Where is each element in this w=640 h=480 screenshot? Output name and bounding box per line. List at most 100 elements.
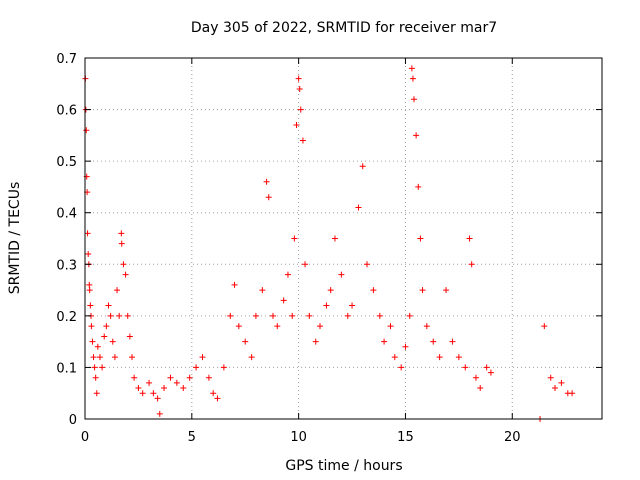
data-point — [210, 390, 217, 397]
data-point — [391, 354, 398, 361]
data-point — [274, 323, 281, 330]
axis-ticks: 0 0.1 0.2 0.3 0.4 0.5 0.6 0.7 0 5 10 15 20 — [56, 52, 602, 445]
data-point — [103, 323, 110, 330]
data-point — [306, 312, 313, 319]
data-point — [415, 183, 422, 190]
x-axis-label: GPS time / hours — [285, 458, 402, 474]
data-point — [317, 323, 323, 330]
data-point — [99, 364, 106, 371]
data-point — [248, 354, 255, 361]
data-point — [111, 354, 118, 361]
data-point — [462, 364, 469, 371]
data-point — [93, 390, 100, 397]
data-point — [483, 364, 490, 371]
data-point — [89, 338, 96, 345]
data-point — [293, 122, 300, 129]
data-point — [296, 85, 303, 92]
data-point — [186, 374, 193, 381]
data-point — [124, 312, 131, 319]
x-tick-label: 20 — [504, 430, 521, 445]
data-point — [409, 75, 416, 82]
data-point — [466, 235, 473, 242]
data-point — [323, 302, 330, 309]
data-point — [331, 235, 338, 242]
data-point — [472, 374, 479, 381]
data-point — [150, 390, 157, 397]
data-point — [252, 312, 259, 319]
y-tick-label: 0.4 — [56, 207, 77, 222]
data-point — [122, 271, 129, 278]
data-point — [270, 312, 276, 319]
data-point — [227, 312, 234, 319]
data-point — [299, 137, 306, 144]
data-point — [126, 333, 133, 340]
data-point — [154, 395, 161, 402]
data-point — [156, 410, 163, 417]
data-point — [94, 343, 101, 350]
data-point — [193, 364, 200, 371]
data-point — [146, 379, 153, 386]
data-point — [406, 312, 413, 319]
data-point — [295, 75, 302, 82]
data-point — [84, 230, 91, 237]
data-point — [344, 312, 351, 319]
data-point — [402, 343, 409, 350]
data-point — [487, 369, 494, 376]
data-point — [376, 312, 383, 319]
data-point — [436, 354, 443, 361]
y-tick-label: 0.7 — [56, 52, 77, 67]
data-point — [199, 354, 206, 361]
data-point — [477, 385, 484, 392]
data-point — [449, 338, 456, 345]
data-point — [411, 96, 417, 103]
x-tick-label: 5 — [188, 430, 196, 445]
data-point — [359, 163, 366, 170]
data-point — [355, 204, 362, 211]
data-point — [101, 333, 108, 340]
x-tick-label: 15 — [397, 430, 414, 445]
data-point — [90, 354, 97, 361]
data-point — [417, 235, 424, 242]
data-point — [85, 250, 92, 257]
data-point — [327, 287, 334, 294]
data-point — [86, 287, 93, 294]
data-point — [87, 302, 94, 309]
chart-title: Day 305 of 2022, SRMTID for receiver mar… — [191, 20, 497, 36]
data-point — [173, 379, 180, 386]
data-point — [569, 390, 576, 397]
data-point — [455, 354, 462, 361]
x-tick-label: 10 — [290, 430, 307, 445]
x-tick-label: 0 — [81, 430, 89, 445]
data-point — [139, 390, 146, 397]
data-point — [118, 230, 125, 237]
data-point — [205, 374, 212, 381]
data-point — [280, 297, 287, 304]
data-point — [291, 235, 298, 242]
y-tick-label: 0.3 — [56, 258, 77, 273]
y-tick-label: 0.6 — [56, 104, 77, 119]
data-point — [231, 281, 238, 288]
data-point — [83, 127, 90, 134]
data-point — [289, 312, 296, 319]
data-point — [541, 323, 548, 330]
y-tick-label: 0.5 — [56, 155, 77, 170]
y-tick-label: 0 — [69, 413, 77, 428]
data-point — [302, 261, 309, 268]
data-point — [161, 385, 168, 392]
data-point — [338, 271, 345, 278]
data-point — [120, 261, 127, 268]
data-point — [381, 338, 388, 345]
data-point — [214, 395, 221, 402]
data-point — [423, 323, 430, 330]
grid-lines — [85, 58, 602, 419]
data-point — [259, 287, 266, 294]
data-point — [118, 240, 125, 247]
data-point — [468, 261, 475, 268]
data-point — [443, 287, 450, 294]
data-point — [265, 194, 272, 201]
data-point — [109, 338, 116, 345]
data-point — [547, 374, 554, 381]
data-point — [364, 261, 370, 268]
data-point — [413, 132, 420, 139]
